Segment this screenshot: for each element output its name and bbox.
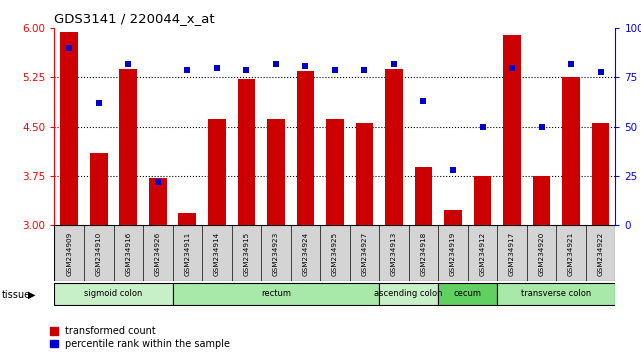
Text: sigmoid colon: sigmoid colon [85, 289, 143, 298]
Text: ascending colon: ascending colon [374, 289, 443, 298]
Text: GSM234911: GSM234911 [185, 232, 190, 275]
Text: GSM234919: GSM234919 [450, 232, 456, 275]
Bar [444, 210, 462, 225]
Text: GSM234910: GSM234910 [96, 232, 102, 275]
Point [360, 67, 370, 73]
Text: GDS3141 / 220044_x_at: GDS3141 / 220044_x_at [54, 12, 215, 25]
Bar [238, 79, 255, 225]
Point [330, 67, 340, 73]
Text: GSM234916: GSM234916 [125, 232, 131, 275]
Point [300, 63, 310, 68]
Bar [356, 123, 373, 225]
Bar [149, 178, 167, 225]
Bar [90, 153, 108, 225]
Text: GSM234922: GSM234922 [597, 232, 604, 275]
Bar [415, 167, 432, 225]
Text: tissue: tissue [2, 290, 31, 299]
Text: ▶: ▶ [28, 290, 35, 299]
Text: GSM234918: GSM234918 [420, 232, 426, 275]
Bar [592, 123, 610, 225]
Text: GSM234927: GSM234927 [362, 232, 367, 275]
Text: GSM234909: GSM234909 [66, 232, 72, 275]
Bar [533, 176, 551, 225]
Point [182, 67, 192, 73]
Bar [379, 282, 438, 305]
Text: GSM234920: GSM234920 [538, 232, 545, 275]
Point [389, 61, 399, 67]
Bar [208, 119, 226, 225]
Point [478, 124, 488, 129]
Text: GSM234917: GSM234917 [509, 232, 515, 275]
Bar [385, 69, 403, 225]
Text: transverse colon: transverse colon [521, 289, 592, 298]
Text: GSM234915: GSM234915 [244, 232, 249, 275]
Point [595, 69, 606, 74]
Text: GSM234921: GSM234921 [568, 232, 574, 275]
Point [212, 65, 222, 70]
Text: GSM234925: GSM234925 [332, 232, 338, 275]
Bar [178, 213, 196, 225]
Bar [497, 282, 615, 305]
Point [448, 167, 458, 173]
Bar [297, 71, 314, 225]
Bar [562, 78, 580, 225]
Bar [474, 176, 492, 225]
Point [153, 179, 163, 184]
Text: GSM234912: GSM234912 [479, 232, 485, 275]
Point [537, 124, 547, 129]
Legend: transformed count, percentile rank within the sample: transformed count, percentile rank withi… [50, 326, 230, 349]
Text: cecum: cecum [454, 289, 482, 298]
Bar [119, 69, 137, 225]
Point [64, 45, 74, 51]
Point [94, 100, 104, 106]
Bar [267, 119, 285, 225]
Point [123, 61, 133, 67]
Text: GSM234924: GSM234924 [303, 232, 308, 275]
Point [566, 61, 576, 67]
Point [241, 67, 251, 73]
Point [271, 61, 281, 67]
Text: GSM234914: GSM234914 [214, 232, 220, 275]
Bar [54, 282, 172, 305]
Bar [172, 282, 379, 305]
Bar [60, 32, 78, 225]
Text: GSM234926: GSM234926 [155, 232, 161, 275]
Text: GSM234913: GSM234913 [391, 232, 397, 275]
Bar [503, 35, 521, 225]
Text: GSM234923: GSM234923 [273, 232, 279, 275]
Bar [326, 119, 344, 225]
Bar [438, 282, 497, 305]
Point [507, 65, 517, 70]
Point [419, 98, 429, 104]
Text: rectum: rectum [261, 289, 291, 298]
